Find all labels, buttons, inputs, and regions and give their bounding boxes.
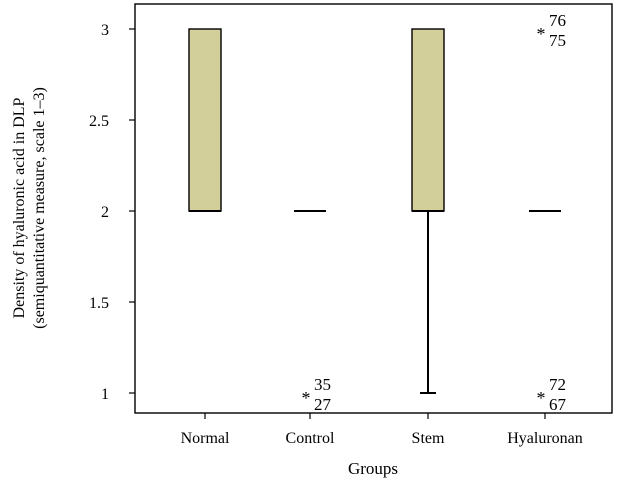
y-tick-label: 1.5 — [89, 295, 109, 312]
plot-frame — [134, 3, 613, 414]
y-axis: 1 1.5 2 2.5 3 — [89, 22, 135, 403]
x-tick-label-control: Control — [286, 430, 335, 447]
y-axis-label: Density of hyaluronic acid in DLP — [11, 97, 28, 318]
x-tick-label-normal: Normal — [181, 430, 230, 447]
y-tick-label: 2.5 — [89, 113, 109, 130]
outlier-marker-control: * — [302, 388, 311, 408]
box-normal — [188, 28, 222, 212]
outlier-label-hyaluronan: 67 — [549, 395, 567, 414]
outlier-label-control: 27 — [314, 395, 332, 414]
outlier-label-control: 35 — [314, 375, 331, 394]
boxes — [188, 28, 561, 394]
outlier-label-hyaluronan: 76 — [549, 11, 566, 30]
x-tick-label-hyaluronan: Hyaluronan — [507, 430, 583, 447]
outlier-label-hyaluronan: 75 — [549, 31, 566, 50]
outlier-label-hyaluronan: 72 — [549, 375, 566, 394]
y-tick-label: 1 — [101, 386, 109, 403]
outlier-marker-hyaluronan: * — [537, 388, 546, 408]
y-axis-label-secondary: (semiquantitative measure, scale 1–3) — [31, 87, 48, 329]
x-axis: Normal Control Stem Hyaluronan — [181, 413, 583, 447]
box-stem — [411, 28, 445, 212]
y-tick-label: 2 — [101, 204, 109, 221]
x-axis-label: Groups — [348, 459, 398, 478]
y-tick-label: 3 — [101, 22, 109, 39]
outlier-marker-hyaluronan: * — [537, 24, 546, 44]
x-tick-label-stem: Stem — [412, 430, 445, 447]
